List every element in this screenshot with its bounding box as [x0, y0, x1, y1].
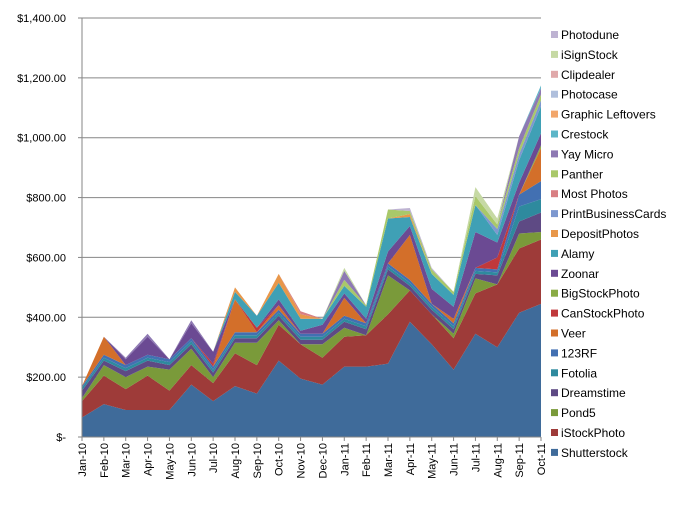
- legend-swatch-123rf: [551, 349, 558, 357]
- legend-swatch-alamy: [551, 249, 558, 257]
- x-tick-label: Jun-10: [186, 443, 198, 477]
- legend-swatch-printbusinesscards: [551, 210, 558, 218]
- legend-label-pond5: Pond5: [561, 406, 596, 420]
- legend-label-yay-micro: Yay Micro: [561, 147, 614, 161]
- legend-label-dreamstime: Dreamstime: [561, 386, 626, 400]
- x-tick-label: Mar-11: [383, 443, 395, 477]
- legend-label-depositphotos: DepositPhotos: [561, 227, 639, 241]
- legend-label-123rf: 123RF: [561, 346, 597, 360]
- legend-swatch-dreamstime: [551, 389, 558, 397]
- x-tick-label: Oct-11: [536, 443, 548, 475]
- legend-swatch-zoonar: [551, 269, 558, 277]
- x-tick-label: Jul-10: [208, 443, 220, 473]
- legend-label-panther: Panther: [561, 167, 603, 181]
- x-tick-label: May-11: [427, 443, 439, 479]
- legend-swatch-bigstockphoto: [551, 289, 558, 297]
- gridlines: [82, 17, 541, 378]
- y-tick-label: $400.00: [26, 312, 66, 324]
- legend-label-photodune: Photodune: [561, 28, 619, 42]
- legend-swatch-photocase: [551, 90, 558, 98]
- legend-label-shutterstock: Shutterstock: [561, 446, 629, 460]
- y-tick-label: $1,000.00: [17, 133, 66, 145]
- legend-swatch-crestock: [551, 130, 558, 138]
- x-tick-label: Feb-10: [99, 443, 111, 478]
- y-tick-label: $1,400.00: [17, 13, 66, 25]
- legend-swatch-yay-micro: [551, 150, 558, 158]
- y-tick-label: $800.00: [26, 193, 66, 205]
- area-zoonar: [82, 133, 541, 387]
- x-tick-label: Sep-10: [252, 443, 264, 478]
- legend-label-bigstockphoto: BigStockPhoto: [561, 287, 640, 301]
- legend-swatch-fotolia: [551, 369, 558, 377]
- legend-label-graphic-leftovers: Graphic Leftovers: [561, 108, 656, 122]
- x-tick-label: Oct-10: [274, 443, 286, 476]
- legend-label-zoonar: Zoonar: [561, 267, 599, 281]
- legend-label-veer: Veer: [561, 327, 586, 341]
- legend-label-fotolia: Fotolia: [561, 366, 597, 380]
- y-tick-label: $1,200.00: [17, 73, 66, 85]
- legend-label-photocase: Photocase: [561, 88, 618, 102]
- x-tick-label: Dec-10: [317, 443, 329, 478]
- x-tick-label: Mar-10: [121, 443, 133, 478]
- legend-swatch-shutterstock: [551, 448, 558, 456]
- x-tick-label: Jan-11: [339, 443, 351, 476]
- x-tick-label: Jan-10: [77, 443, 89, 477]
- area-series: [82, 85, 541, 437]
- x-tick-label: May-10: [164, 443, 176, 480]
- area-shutterstock: [82, 303, 541, 437]
- legend-swatch-veer: [551, 329, 558, 337]
- legend-label-isignstock: iSignStock: [561, 48, 619, 62]
- legend-swatch-clipdealer: [551, 70, 558, 78]
- x-tick-labels: Jan-10 Feb-10 Mar-10 Apr-10 May-10 Jun-10 Jul-…: [77, 443, 548, 480]
- legend-swatch-panther: [551, 170, 558, 178]
- x-tick-label: Nov-10: [296, 443, 308, 478]
- area-123rf: [82, 181, 541, 388]
- area-dreamstime: [82, 212, 541, 399]
- y-tick-label: $200.00: [26, 372, 66, 384]
- legend-swatch-istockphoto: [551, 429, 558, 436]
- area-istockphoto: [82, 239, 541, 418]
- y-tick-labels: $- $200.00 $400.00 $600.00 $800.00 $1,000.00 $…: [17, 13, 66, 444]
- legend-swatch-isignstock: [551, 50, 558, 58]
- y-tick-label: $-: [56, 432, 66, 444]
- legend-label-canstockphoto: CanStockPhoto: [561, 307, 645, 321]
- x-tick-label: Apr-10: [143, 443, 155, 476]
- x-tick-label: Aug-11: [492, 443, 504, 478]
- x-tick-label: Jul-11: [470, 443, 482, 472]
- legend: Photodune iSignStock Clipdealer Photocase Gr…: [551, 28, 666, 460]
- legend-label-clipdealer: Clipdealer: [561, 68, 615, 82]
- legend-swatch-most-photos: [551, 190, 558, 198]
- y-tick-label: $600.00: [26, 252, 66, 264]
- legend-label-alamy: Alamy: [561, 247, 594, 261]
- x-tick-label: Apr-11: [405, 443, 417, 475]
- area-pond5: [82, 231, 541, 402]
- legend-swatch-pond5: [551, 409, 558, 417]
- legend-swatch-depositphotos: [551, 230, 558, 237]
- area-yay-micro: [82, 88, 541, 387]
- legend-label-istockphoto: iStockPhoto: [561, 426, 625, 440]
- legend-swatch-canstockphoto: [551, 309, 558, 317]
- x-tick-label: Feb-11: [361, 443, 373, 477]
- legend-label-crestock: Crestock: [561, 128, 609, 142]
- x-tick-label: Aug-10: [230, 443, 242, 478]
- x-tick-label: Sep-11: [514, 443, 526, 478]
- x-tick-label: Jun-11: [449, 443, 461, 476]
- axes: [78, 17, 542, 441]
- legend-swatch-photodune: [551, 31, 558, 38]
- legend-label-most-photos: Most Photos: [561, 187, 628, 201]
- legend-swatch-graphic-leftovers: [551, 110, 558, 118]
- legend-label-printbusinesscards: PrintBusinessCards: [561, 207, 666, 221]
